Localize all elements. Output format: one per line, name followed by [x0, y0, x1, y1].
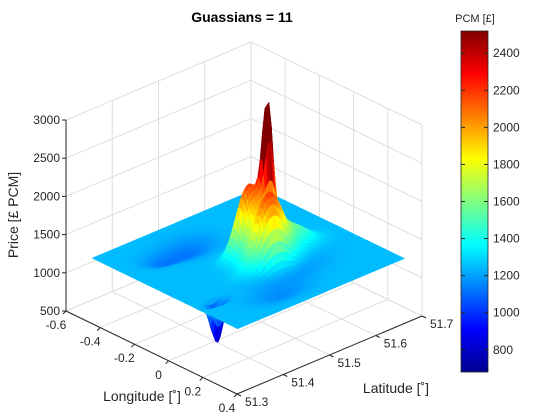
grid-line: [250, 117, 423, 202]
grid-line: [250, 41, 423, 126]
grid-line: [65, 41, 252, 121]
grid-line: [112, 291, 284, 375]
grid-line: [65, 79, 252, 159]
grid-line: [250, 156, 423, 241]
surface-plot: [91, 101, 405, 343]
grid-line: [250, 79, 423, 164]
grid-line: [65, 156, 252, 236]
grid-line: [65, 117, 252, 197]
